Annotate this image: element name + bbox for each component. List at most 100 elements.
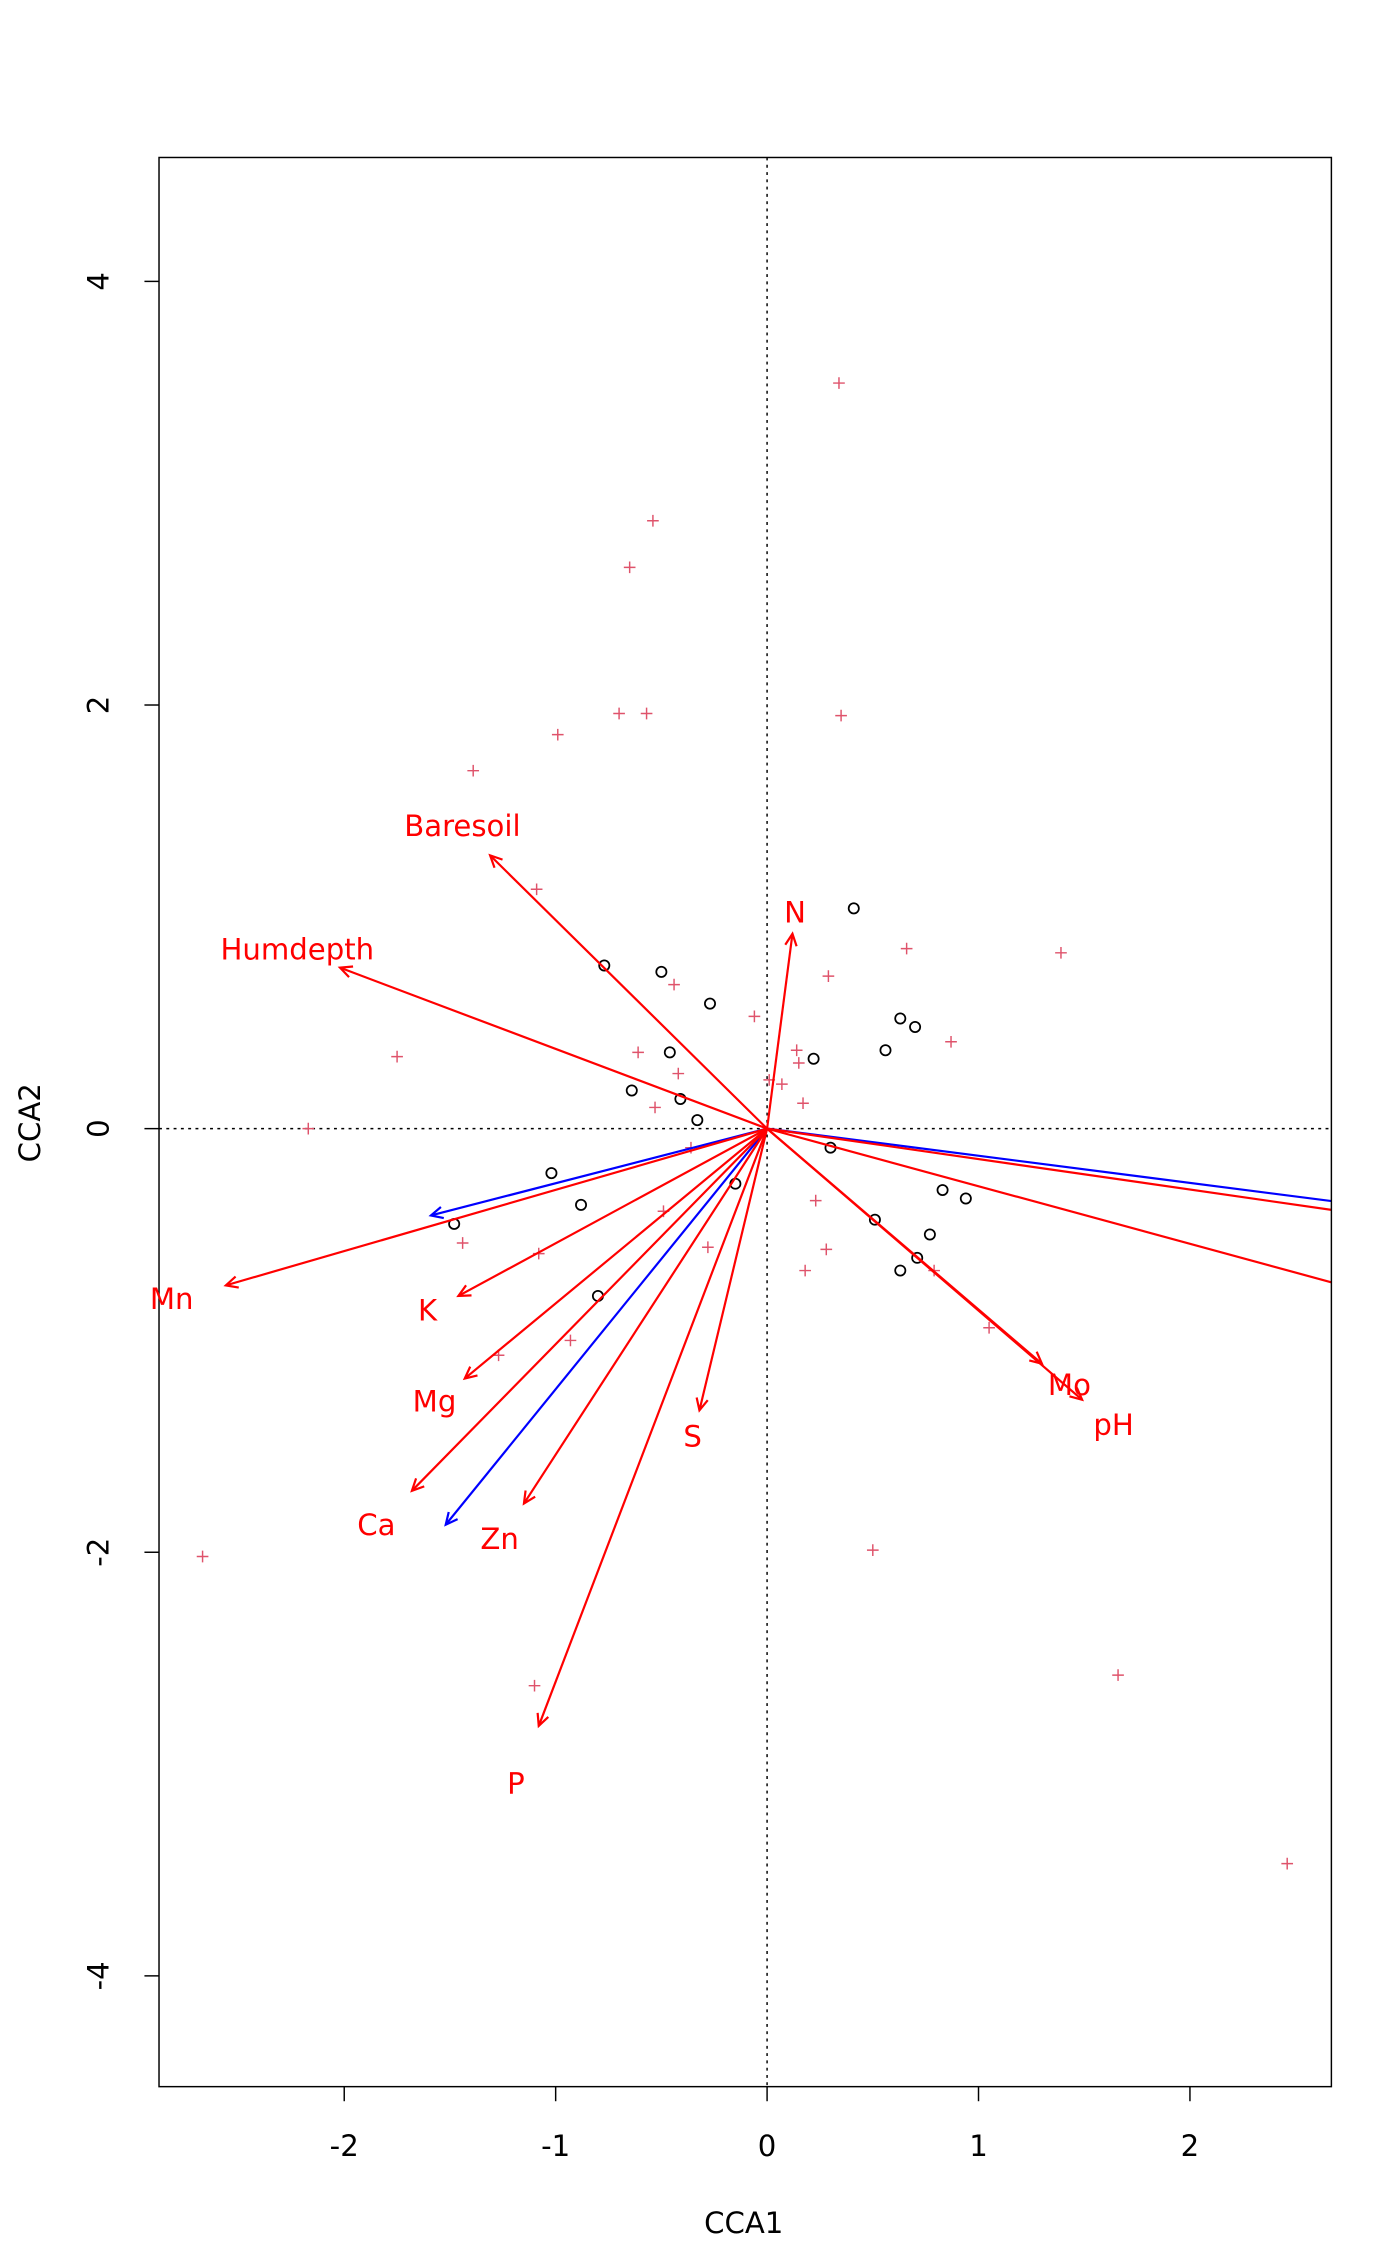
env-arrow-shaft — [457, 1127, 768, 1297]
env-arrow — [766, 931, 798, 1129]
x-tick-label: 0 — [758, 2129, 777, 2163]
env-label: N — [784, 895, 806, 929]
env-arrow-shaft — [766, 933, 794, 1129]
site-point — [936, 1184, 949, 1197]
site-point — [923, 1228, 936, 1241]
site-point — [704, 997, 716, 1010]
env-arrow-head — [456, 1284, 472, 1298]
env-label: P — [507, 1767, 525, 1801]
site-point — [959, 1192, 972, 1205]
y-tick-label: -2 — [82, 1538, 116, 1567]
plot-area — [159, 157, 1332, 2087]
env-arrow-shaft — [339, 966, 768, 1130]
species-point — [822, 970, 835, 982]
x-tick-label: 1 — [969, 2129, 988, 2163]
species-point — [613, 707, 625, 720]
env-label: Mn — [150, 1282, 194, 1316]
env-arrow — [456, 1127, 768, 1298]
site-point — [545, 1167, 558, 1180]
plot-frame — [158, 156, 1333, 2088]
species-point — [564, 1334, 577, 1347]
species-point — [1281, 1857, 1294, 1870]
env-label: Humdepth — [220, 933, 374, 967]
env-arrow-shaft — [225, 1127, 768, 1287]
site-point — [911, 1251, 924, 1264]
env-arrow-head — [337, 965, 354, 978]
y-tick-label: 0 — [82, 1119, 116, 1138]
vector-arrow — [444, 1127, 768, 1527]
env-arrow-shaft — [464, 1127, 768, 1380]
env-arrow — [223, 1127, 768, 1289]
vector-arrow-shaft — [430, 1127, 768, 1217]
env-arrow-shaft — [537, 1128, 769, 1727]
species-point — [551, 728, 564, 741]
species-point — [833, 377, 845, 389]
species-point — [983, 1321, 995, 1334]
site-point — [868, 1213, 881, 1226]
species-point — [530, 883, 543, 896]
vector-arrow-head — [444, 1511, 459, 1527]
site-point — [879, 1044, 892, 1057]
x-tick-label: -1 — [541, 2129, 570, 2163]
env-arrow-shaft — [489, 854, 768, 1130]
x-tick-label: -2 — [330, 2129, 359, 2163]
species-point — [945, 1035, 957, 1048]
y-tick-label: -4 — [82, 1961, 116, 1990]
env-arrow-head — [1069, 1387, 1085, 1402]
species-point — [649, 1101, 661, 1114]
env-arrow-head — [695, 1397, 709, 1413]
species-point — [835, 709, 847, 722]
x-tick-label: 2 — [1181, 2129, 1200, 2163]
species-point — [1055, 946, 1067, 959]
env-arrow — [337, 965, 768, 1130]
species-point — [797, 1097, 809, 1110]
vector-arrow-head — [428, 1206, 444, 1220]
species-point — [820, 1243, 833, 1256]
species-point — [702, 1241, 714, 1254]
env-arrow-head — [223, 1275, 239, 1289]
site-point — [655, 965, 668, 978]
env-arrow — [488, 853, 768, 1130]
species-point — [866, 1544, 879, 1556]
env-arrow-shaft — [523, 1128, 769, 1505]
species-point — [799, 1264, 811, 1277]
species-point — [790, 1044, 803, 1057]
env-arrow-head — [488, 853, 503, 869]
x-axis-label: CCA1 — [704, 2206, 783, 2240]
site-point — [663, 1046, 676, 1059]
env-arrow-head — [410, 1478, 425, 1493]
site-point — [575, 1198, 588, 1211]
env-arrow — [536, 1128, 769, 1729]
env-label: K — [418, 1294, 438, 1328]
env-arrow-shaft — [698, 1128, 769, 1411]
site-point — [807, 1052, 820, 1065]
env-arrow-head — [784, 931, 798, 947]
species-point — [748, 1010, 761, 1023]
env-arrow — [522, 1128, 769, 1506]
y-axis-label: CCA2 — [13, 1083, 47, 1162]
species-point — [776, 1078, 788, 1090]
site-point — [909, 1020, 922, 1033]
env-arrow-shaft — [411, 1127, 768, 1492]
env-arrow — [462, 1127, 768, 1381]
species-point — [640, 707, 653, 720]
env-label: Mg — [413, 1385, 457, 1419]
species-point — [196, 1550, 209, 1563]
species-point — [809, 1194, 822, 1207]
vector-arrow — [428, 1127, 768, 1220]
species-point — [647, 514, 659, 527]
vector-arrow-shaft — [444, 1127, 768, 1526]
env-arrow — [410, 1127, 768, 1493]
species-point — [623, 561, 636, 574]
env-arrow-head — [536, 1712, 550, 1729]
vector-arrow — [766, 1127, 1332, 1284]
species-point — [302, 1122, 315, 1135]
env-arrow — [766, 1127, 1085, 1402]
species-point — [792, 1057, 805, 1069]
site-point — [598, 959, 611, 972]
vector-arrow-shaft — [766, 1127, 1332, 1284]
env-label: Ca — [357, 1508, 395, 1542]
y-tick-label: 4 — [82, 272, 116, 291]
